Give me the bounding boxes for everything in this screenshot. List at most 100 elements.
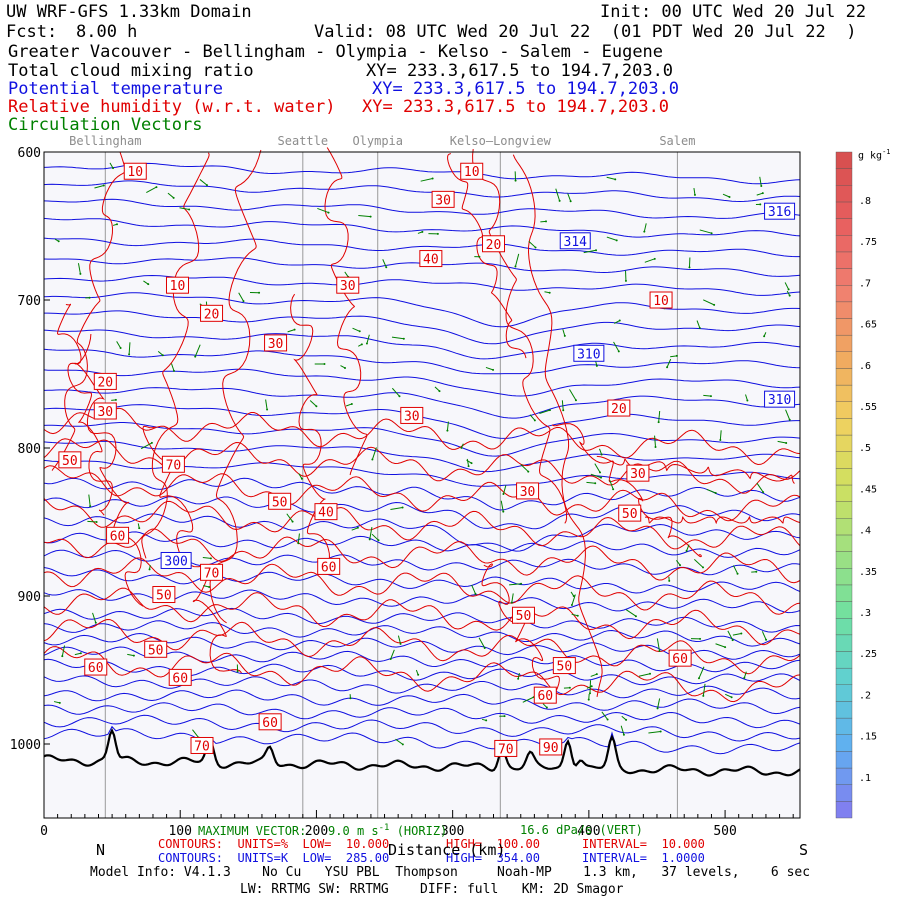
- rh-contour: [43, 498, 801, 550]
- theta-contour: [43, 477, 801, 511]
- colorbar-segment: [835, 468, 853, 486]
- circulation-vector: [352, 327, 360, 332]
- model-title: UW WRF-GFS 1.33km Domain: [6, 2, 252, 22]
- rh-label-box: [607, 399, 631, 417]
- vector-head: [128, 353, 131, 356]
- circulation-vector: [698, 666, 705, 679]
- field-potential-temperature: Potential temperature: [8, 79, 223, 99]
- vector-head: [520, 582, 523, 585]
- circulation-vector: [561, 400, 564, 411]
- colorbar-segment: [835, 618, 853, 636]
- theta-contour: [43, 440, 801, 473]
- field-rh-xy: XY= 233.3,617.5 to 194.7,203.0: [362, 97, 670, 117]
- rh-label: 40: [423, 253, 439, 268]
- rh-contour: [43, 528, 801, 584]
- contour-labels: 316 314 310 310 300 10 10 30 20 40 10 30 10 20 30 20 30 3…: [58, 162, 796, 757]
- vector-head: [112, 167, 115, 170]
- circulation-vector: [644, 258, 655, 263]
- colorbar-label: .8: [859, 196, 871, 207]
- rh-label-box: [539, 738, 563, 756]
- vector-head: [710, 232, 713, 235]
- colorbar-segment: [835, 168, 853, 186]
- vector-head: [502, 510, 505, 513]
- vector-head: [599, 471, 602, 474]
- rh-label-box: [494, 739, 518, 757]
- circulation-vector: [88, 494, 91, 507]
- colorbar-segment: [835, 218, 853, 236]
- theta-contour: [43, 646, 801, 673]
- circulation-vector: [715, 643, 726, 648]
- vector-head: [595, 249, 598, 252]
- vector-head: [438, 390, 441, 393]
- rh-label: 50: [622, 507, 638, 522]
- vector-head: [587, 698, 590, 701]
- circulation-vector: [522, 696, 534, 703]
- rh-contour-interval: INTERVAL= 10.000: [582, 837, 705, 851]
- theta-contour: [43, 675, 801, 700]
- theta-label: 314: [564, 235, 588, 250]
- rh-label: 10: [464, 165, 480, 180]
- theta-label-box: [573, 344, 605, 362]
- vector-head: [576, 614, 579, 617]
- rh-label: 40: [318, 506, 334, 521]
- vector-head: [150, 441, 153, 444]
- rh-contour: [551, 423, 702, 558]
- circulation-vector: [485, 366, 494, 371]
- rh-contour-high: HIGH= 100.00: [446, 837, 540, 851]
- y-tick-label: 600: [18, 146, 41, 161]
- vector-head: [291, 520, 294, 523]
- vector-head: [436, 232, 439, 235]
- colorbar-segment: [835, 584, 853, 602]
- rh-label: 20: [97, 375, 113, 390]
- colorbar-segment: [835, 334, 853, 352]
- rh-label: 60: [110, 529, 126, 544]
- circulation-vector: [609, 479, 614, 490]
- vector-head: [161, 354, 164, 357]
- circulation-vector: [583, 249, 597, 254]
- theta-contour-interval: INTERVAL= 1.0000: [582, 851, 705, 865]
- circulation-vector: [509, 583, 522, 586]
- axes: 600 700 800 900 1000 0 100 200 300 400 500: [10, 146, 801, 839]
- vector-head: [595, 364, 598, 367]
- colorbar-segment: [835, 235, 853, 253]
- rh-label-box: [93, 372, 117, 390]
- vector-head: [502, 493, 505, 496]
- vector-head: [679, 564, 682, 567]
- rh-contour: [51, 151, 126, 471]
- rh-contour: [43, 465, 801, 522]
- vector-head: [634, 615, 637, 618]
- vector-head: [731, 639, 734, 642]
- colorbar-segment: [835, 384, 853, 402]
- vector-head: [615, 239, 618, 242]
- vector-head: [467, 465, 470, 468]
- theta-contour: [43, 725, 801, 755]
- circulation-vector: [371, 533, 379, 541]
- circulation-vector: [390, 507, 403, 510]
- theta-contour: [43, 329, 801, 360]
- vector-head: [172, 369, 175, 372]
- circulation-vector: [756, 482, 764, 493]
- rh-label-box: [165, 276, 189, 294]
- rh-contour: [43, 407, 801, 466]
- circulation-vector: [719, 430, 722, 441]
- forecast-hour: 8.00 h: [76, 22, 138, 42]
- circulation-vector: [317, 207, 329, 214]
- circulation-vector: [309, 400, 317, 407]
- vector-head: [327, 211, 330, 214]
- vector-head: [693, 193, 696, 196]
- y-tick-label: 1000: [10, 738, 41, 753]
- vector-head: [649, 672, 652, 675]
- vector-head: [474, 592, 477, 595]
- vector-head: [785, 441, 788, 444]
- circulation-vector: [382, 259, 387, 268]
- theta-label-box: [764, 202, 796, 220]
- circulation-vector: [599, 448, 603, 455]
- vector-head: [713, 303, 716, 306]
- colorbar-segment: [835, 451, 853, 469]
- colorbar-segment: [835, 418, 853, 436]
- theta-contour: [43, 348, 801, 375]
- vector-head: [377, 539, 380, 542]
- circulation-vector: [654, 435, 657, 448]
- vector-head: [569, 200, 572, 203]
- rh-contour: [209, 149, 262, 624]
